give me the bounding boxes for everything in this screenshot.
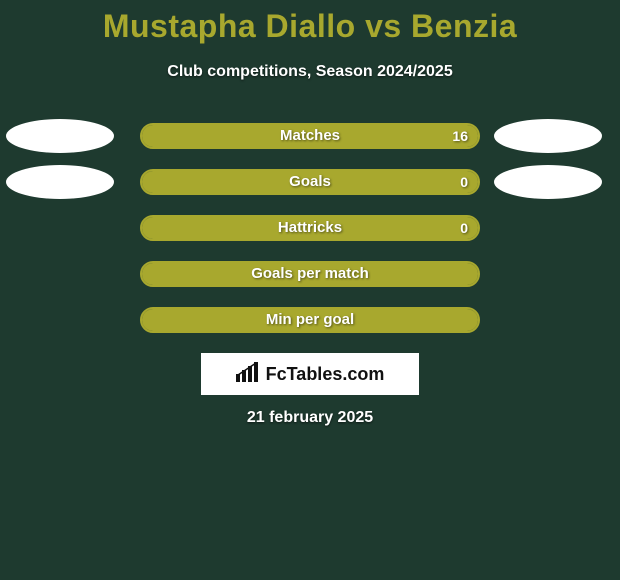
stat-bar: Min per goal [140,307,480,333]
stat-value: 16 [452,125,468,147]
stat-row: Matches16 [0,123,620,149]
logo-box: FcTables.com [201,353,419,395]
player-avatar-left [6,119,114,153]
stat-bar: Matches16 [140,123,480,149]
stat-bar: Goals per match [140,261,480,287]
stat-bar: Hattricks0 [140,215,480,241]
stat-bar: Goals0 [140,169,480,195]
bar-chart-icon [236,362,260,387]
player-avatar-left [6,165,114,199]
subtitle: Club competitions, Season 2024/2025 [0,63,620,81]
stat-label: Matches [142,125,478,147]
page-title: Mustapha Diallo vs Benzia [0,0,620,45]
stat-row: Goals0 [0,169,620,195]
stat-label: Min per goal [142,309,478,331]
date-text: 21 february 2025 [0,409,620,427]
stat-row: Goals per match [0,261,620,287]
stat-row: Min per goal [0,307,620,333]
stat-value: 0 [460,217,468,239]
stat-label: Goals [142,171,478,193]
stat-rows: Matches16Goals0Hattricks0Goals per match… [0,123,620,333]
stat-row: Hattricks0 [0,215,620,241]
comparison-infographic: Mustapha Diallo vs Benzia Club competiti… [0,0,620,580]
player-avatar-right [494,165,602,199]
stat-label: Hattricks [142,217,478,239]
logo-text: FcTables.com [266,364,385,385]
stat-label: Goals per match [142,263,478,285]
stat-value: 0 [460,171,468,193]
player-avatar-right [494,119,602,153]
